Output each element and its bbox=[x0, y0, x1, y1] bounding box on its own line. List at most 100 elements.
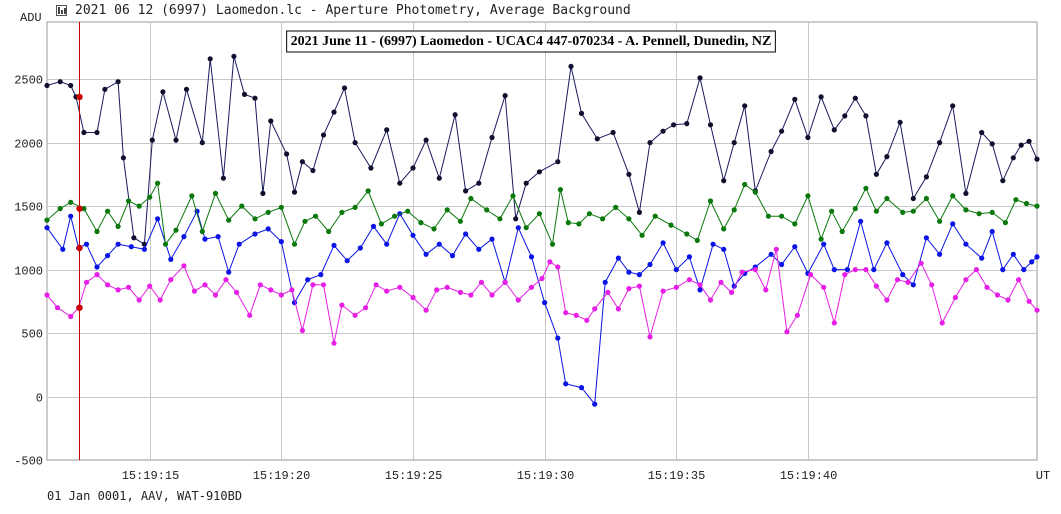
cursor-marker bbox=[76, 304, 83, 311]
data-point bbox=[950, 193, 956, 199]
data-point bbox=[115, 287, 121, 293]
series-line bbox=[46, 209, 1038, 406]
data-point bbox=[731, 207, 737, 213]
x-tick-label: 15:19:35 bbox=[648, 469, 706, 483]
data-point bbox=[183, 86, 190, 92]
data-point bbox=[226, 269, 232, 275]
data-point bbox=[1034, 156, 1040, 162]
data-point bbox=[331, 242, 337, 248]
data-point bbox=[515, 225, 521, 231]
data-point bbox=[602, 279, 608, 285]
data-point bbox=[831, 320, 837, 326]
data-point bbox=[697, 282, 703, 288]
data-point bbox=[434, 287, 440, 293]
data-point bbox=[842, 113, 848, 119]
data-point bbox=[326, 228, 332, 235]
data-point bbox=[1026, 138, 1032, 144]
data-point bbox=[660, 240, 666, 246]
data-point bbox=[126, 284, 132, 290]
data-point bbox=[894, 277, 901, 283]
data-point bbox=[794, 312, 801, 318]
data-point bbox=[792, 96, 798, 102]
data-point bbox=[1034, 203, 1040, 209]
data-point bbox=[484, 207, 490, 213]
data-point bbox=[310, 167, 316, 174]
data-point bbox=[592, 401, 598, 407]
app-icon bbox=[56, 5, 67, 16]
data-point bbox=[199, 228, 205, 235]
data-point bbox=[510, 193, 516, 199]
data-point bbox=[884, 154, 890, 160]
data-point bbox=[226, 217, 232, 223]
data-point bbox=[852, 206, 858, 212]
data-point bbox=[189, 193, 195, 199]
data-point bbox=[731, 140, 737, 146]
data-point bbox=[1021, 267, 1027, 273]
data-point bbox=[44, 292, 50, 298]
data-point bbox=[528, 284, 535, 290]
data-point bbox=[555, 264, 561, 270]
data-point bbox=[331, 340, 337, 346]
data-point bbox=[207, 56, 213, 62]
data-point bbox=[278, 204, 284, 210]
data-point bbox=[352, 204, 358, 210]
data-point bbox=[234, 289, 240, 295]
series-line bbox=[46, 56, 1038, 246]
data-point bbox=[331, 109, 337, 115]
data-point bbox=[147, 283, 153, 289]
data-point bbox=[478, 279, 484, 285]
y-tick-label: 2500 bbox=[14, 74, 43, 88]
data-point bbox=[1010, 155, 1016, 161]
data-point bbox=[652, 213, 658, 219]
data-point bbox=[120, 155, 126, 161]
data-point bbox=[363, 305, 369, 311]
cursor-marker bbox=[76, 93, 83, 101]
data-point bbox=[444, 284, 450, 290]
data-point bbox=[384, 288, 390, 294]
x-tick-label: 15:19:30 bbox=[517, 469, 575, 483]
data-point bbox=[910, 208, 916, 214]
data-point bbox=[884, 240, 890, 246]
data-point bbox=[584, 317, 590, 323]
data-point bbox=[647, 261, 653, 268]
data-point bbox=[718, 279, 724, 285]
data-point bbox=[57, 79, 63, 85]
data-point bbox=[768, 251, 774, 257]
data-point bbox=[873, 283, 880, 289]
data-point bbox=[547, 259, 553, 265]
data-point bbox=[265, 226, 271, 232]
data-point bbox=[1002, 220, 1009, 226]
data-point bbox=[1018, 142, 1024, 148]
data-point bbox=[779, 261, 785, 268]
data-point bbox=[452, 112, 458, 118]
data-point bbox=[578, 385, 585, 391]
data-point bbox=[173, 137, 179, 143]
data-point bbox=[384, 127, 390, 133]
data-point bbox=[60, 246, 66, 252]
data-point bbox=[808, 272, 814, 278]
series-2 bbox=[44, 180, 1040, 247]
data-point bbox=[157, 297, 163, 303]
data-point bbox=[773, 246, 779, 252]
data-point bbox=[873, 208, 880, 214]
cursor-marker bbox=[76, 205, 83, 212]
data-point bbox=[636, 209, 643, 215]
data-point bbox=[707, 198, 714, 204]
data-point bbox=[257, 282, 263, 288]
footer-info: 01 Jan 0001, AAV, WAT-910BD bbox=[47, 489, 243, 503]
data-point bbox=[352, 312, 358, 318]
data-point bbox=[126, 198, 132, 204]
data-point bbox=[536, 211, 543, 217]
data-point bbox=[523, 225, 529, 231]
data-point bbox=[626, 286, 632, 292]
data-point bbox=[313, 213, 319, 219]
data-point bbox=[684, 121, 690, 127]
data-point bbox=[202, 282, 208, 288]
data-point bbox=[523, 180, 529, 186]
data-point bbox=[937, 140, 943, 146]
data-point bbox=[729, 289, 735, 295]
data-point bbox=[539, 275, 545, 282]
data-point bbox=[673, 267, 679, 273]
data-point bbox=[105, 253, 111, 259]
data-point bbox=[542, 300, 548, 306]
